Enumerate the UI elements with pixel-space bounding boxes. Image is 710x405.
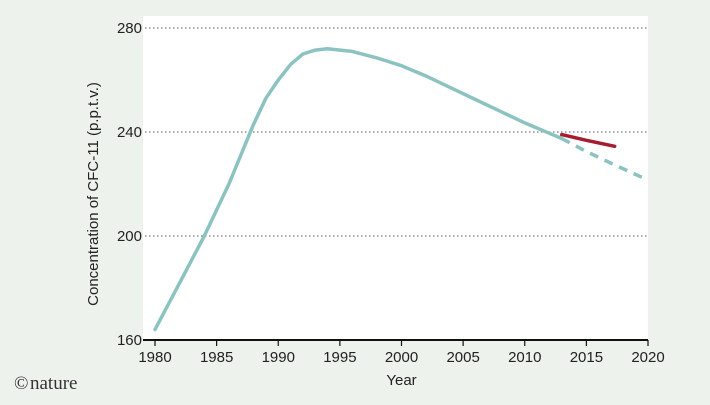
series-group — [153, 47, 649, 332]
x-tick-label-1980: 1980 — [138, 349, 171, 366]
y-tick-label-280: 280 — [117, 20, 142, 37]
y-axis-ticks: 160 200 240 280 — [117, 20, 142, 349]
publisher-credit: © nature — [14, 373, 77, 394]
y-tick-label-200: 200 — [117, 228, 142, 245]
copyright-symbol: © — [14, 373, 28, 394]
x-tick-label-2015: 2015 — [570, 349, 603, 366]
x-tick-label-1990: 1990 — [262, 349, 295, 366]
publisher-name: nature — [30, 373, 77, 394]
x-tick-label-1995: 1995 — [323, 349, 356, 366]
x-axis-ticks: 1980 1985 1990 1995 2000 2005 2010 2015 2020 — [138, 340, 665, 366]
y-tick-label-160: 160 — [117, 332, 142, 349]
x-tick-label-2000: 2000 — [385, 349, 418, 366]
plot-area — [143, 16, 648, 340]
x-tick-label-2020: 2020 — [631, 349, 664, 366]
series-line-1 — [153, 47, 564, 332]
x-axis-title: Year — [386, 372, 416, 389]
y-axis-title: Concentration of CFC-11 (p.p.t.v.) — [85, 82, 102, 306]
x-tick-label-2005: 2005 — [446, 349, 479, 366]
x-tick-label-1985: 1985 — [200, 349, 233, 366]
series-line-3 — [559, 132, 617, 149]
y-tick-label-240: 240 — [117, 124, 142, 141]
x-tick-label-2010: 2010 — [508, 349, 541, 366]
